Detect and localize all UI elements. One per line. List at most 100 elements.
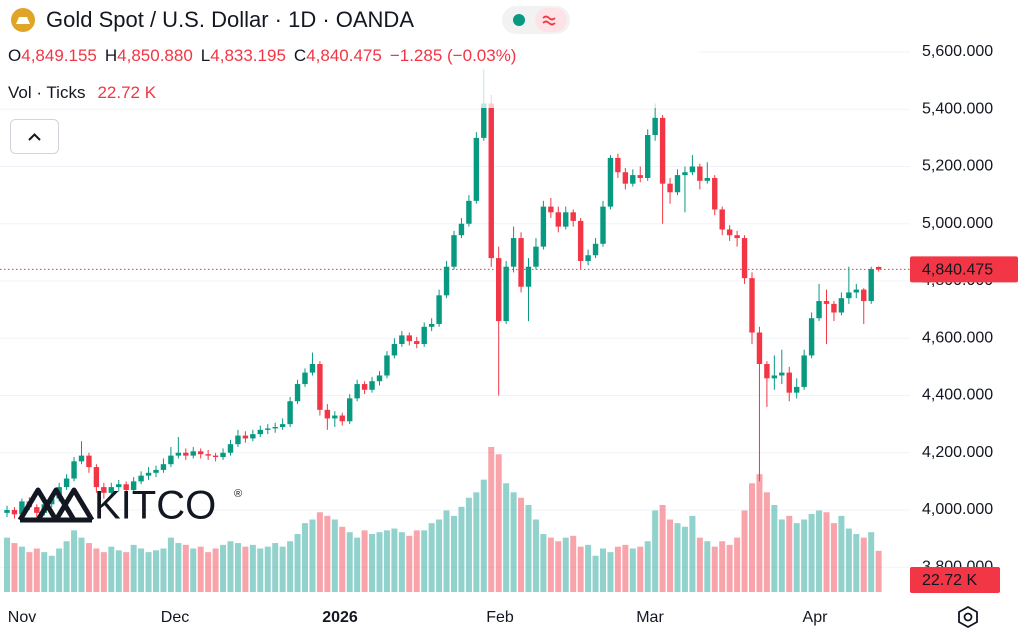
volume-bar <box>592 555 599 592</box>
candle-body <box>391 343 398 356</box>
volume-bar <box>793 523 800 592</box>
candle-body <box>853 289 859 293</box>
candle-body <box>481 103 487 138</box>
volume-bar <box>93 548 100 592</box>
volume-bar <box>153 550 159 592</box>
volume-bar <box>451 515 457 592</box>
candle-body <box>764 364 770 379</box>
last-price-label: 4,840.475 <box>922 262 993 279</box>
candle-body <box>518 238 524 287</box>
candle-body <box>63 478 70 488</box>
volume-bar <box>249 544 256 592</box>
close-key: C <box>294 46 306 65</box>
candle-body <box>645 135 651 178</box>
volume-bar <box>577 546 584 592</box>
volume-bar <box>749 483 755 592</box>
volume-bar <box>190 548 197 592</box>
volume-bar <box>279 546 286 592</box>
volume-bar <box>726 544 733 592</box>
x-tick-label: Feb <box>486 609 514 626</box>
candle-body <box>354 384 360 399</box>
volume-bar <box>659 505 666 592</box>
volume-bar <box>220 544 227 592</box>
candle-body <box>212 455 219 458</box>
candle-body <box>548 206 554 213</box>
volume-bar <box>391 528 398 592</box>
candle-body <box>190 451 196 456</box>
candle-body <box>436 295 442 324</box>
volume-bar <box>786 515 793 592</box>
candle-body <box>779 372 785 376</box>
volume-bar <box>346 532 353 592</box>
candle-body <box>674 175 681 193</box>
volume-bar <box>689 515 696 592</box>
candle-body <box>846 292 852 299</box>
candle-body <box>756 332 763 365</box>
volume-bar <box>436 519 443 592</box>
candle-body <box>279 424 286 427</box>
volume-bar <box>324 515 331 592</box>
candle-body <box>861 289 867 302</box>
volume-bar <box>63 541 70 592</box>
volume-bar <box>525 505 532 592</box>
candle-body <box>145 472 152 476</box>
candle-body <box>108 487 114 493</box>
volume-bar <box>763 492 770 592</box>
volume-bar <box>838 515 845 592</box>
volume-bar <box>413 530 420 592</box>
candle-body <box>831 303 837 313</box>
low-key: L <box>201 46 210 65</box>
candle-body <box>428 323 435 327</box>
last-volume-label: 22.72 K <box>922 572 977 589</box>
candle-body <box>823 301 830 304</box>
open-key: O <box>8 46 21 65</box>
volume-bar <box>406 535 413 592</box>
candle-body <box>458 223 465 236</box>
status-wave <box>542 15 556 26</box>
volume-bar <box>600 548 606 592</box>
volume-bar <box>376 532 383 592</box>
volume-bar <box>18 546 25 592</box>
candle-body <box>332 415 338 419</box>
candle-body <box>250 434 256 439</box>
volume-bar <box>398 532 405 592</box>
candle-body <box>734 235 740 239</box>
candle-body <box>11 510 18 515</box>
volume-bar <box>428 523 435 592</box>
candle-body <box>801 355 807 387</box>
volume-bar <box>108 546 115 592</box>
volume-bar <box>71 530 78 592</box>
volume-bar <box>756 474 763 592</box>
y-tick-label: 5,400.000 <box>922 100 993 117</box>
settings-icon-center <box>963 612 973 622</box>
volume-bar <box>257 548 264 592</box>
x-tick-label: Mar <box>636 609 664 626</box>
volume-bar <box>458 506 465 592</box>
volume-bar <box>33 548 40 592</box>
x-tick-label: Apr <box>803 609 829 626</box>
volume-bar <box>495 454 502 592</box>
volume-legend: Vol · Ticks 22.72 K <box>8 83 157 102</box>
candle-body <box>503 266 509 322</box>
candle-body <box>294 384 301 402</box>
ohlc-legend: O4,849.155 H4,850.880 L4,833.195 C4,840.475… <box>8 46 516 65</box>
volume-bar <box>816 510 823 592</box>
candle-body <box>302 372 308 385</box>
candle-body <box>577 220 584 261</box>
legend-backdrop <box>0 0 700 108</box>
candle-body <box>496 258 502 322</box>
volume-bar <box>182 544 189 592</box>
volume-bar <box>875 550 882 592</box>
volume-bar <box>100 552 107 592</box>
volume-bar <box>48 555 55 592</box>
volume-bar <box>510 492 517 592</box>
volume-bar <box>562 537 569 592</box>
candle-body <box>466 200 472 224</box>
chart-title: Gold Spot / U.S. Dollar · 1D · OANDA <box>46 7 414 32</box>
y-tick-label: 4,200.000 <box>922 444 993 461</box>
candle-body <box>287 401 293 425</box>
candle-body <box>771 375 778 379</box>
settings-icon[interactable] <box>958 605 978 629</box>
collapse-button[interactable] <box>10 119 59 154</box>
candle-body <box>257 429 263 435</box>
